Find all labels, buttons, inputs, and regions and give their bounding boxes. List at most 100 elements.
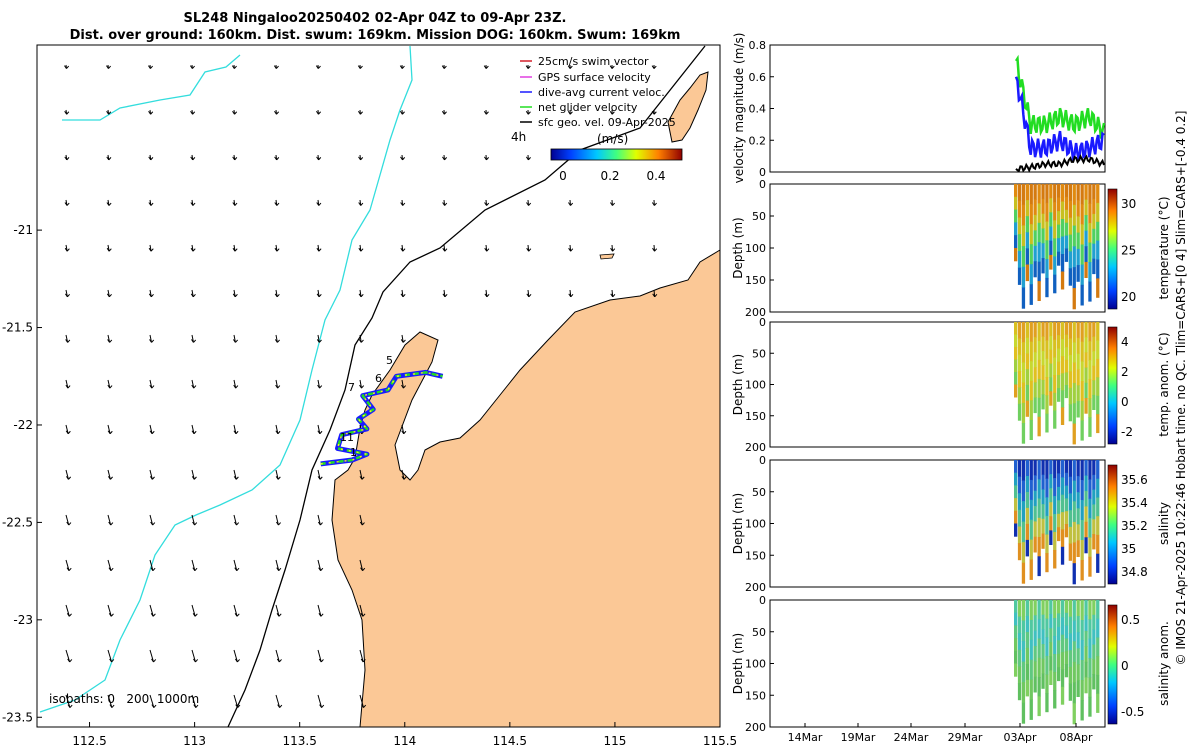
vector-arrowhead [195, 704, 199, 708]
vector-arrowhead [148, 65, 151, 69]
section-cell [1088, 379, 1092, 399]
section-cell [1060, 390, 1065, 408]
vector-arrowhead [362, 659, 366, 663]
section-cell [1041, 243, 1045, 259]
vector-arrow [191, 379, 195, 389]
section-cell [1037, 416, 1041, 437]
section-cell [1068, 404, 1072, 422]
section-cell [1014, 248, 1018, 262]
section-cell [1017, 354, 1022, 372]
section-cell [1041, 198, 1045, 215]
section-cell [1076, 632, 1080, 649]
vector-arrowhead [528, 293, 532, 298]
section-cell [1092, 629, 1096, 645]
section-cell [1064, 485, 1069, 499]
vector-arrowhead [444, 248, 448, 252]
section-cell [1041, 184, 1045, 200]
depth-axis-label: Depth (m) [731, 633, 745, 694]
section-cell [1033, 367, 1037, 383]
vector-arrow [191, 559, 196, 571]
section-cell [1096, 322, 1100, 341]
vector-arrowhead [66, 157, 70, 161]
legend-net-label: net glider velocity [538, 101, 638, 114]
section-cell [1025, 647, 1029, 665]
section-cell [1060, 546, 1065, 565]
colorbar-tick-label: 2 [1121, 365, 1129, 379]
vector-arrowhead [191, 339, 194, 343]
island [667, 71, 709, 143]
section-cell [1057, 224, 1061, 239]
section-cell [1068, 543, 1072, 561]
vector-arrowhead [107, 430, 111, 435]
section-cell [1025, 600, 1029, 617]
section-cell [1080, 540, 1084, 561]
vector-arrowhead [148, 247, 152, 252]
section-cell [1088, 658, 1092, 678]
vector-arrowhead [150, 111, 154, 115]
section-cell [1084, 322, 1088, 338]
vector-arrow [359, 334, 362, 343]
vector-arrowhead [400, 202, 404, 206]
section-cell [1053, 274, 1057, 294]
vector-arrow [275, 469, 279, 480]
vector-arrow [191, 649, 196, 663]
section-cell [1021, 620, 1026, 642]
depth-tick-label: 0 [759, 454, 766, 467]
section-cell [1029, 519, 1033, 541]
section-cell [1068, 493, 1072, 511]
vector-arrowhead [527, 111, 531, 115]
section-colorbar [1107, 604, 1118, 725]
map-colorbar [550, 148, 683, 161]
vector-arrow [569, 289, 572, 297]
section-cell [1088, 223, 1092, 243]
section-cell [1017, 387, 1022, 405]
section-cell [1088, 600, 1092, 620]
vector-arrow [611, 289, 614, 297]
track-label-6: 6 [375, 372, 382, 385]
vector-arrowhead [654, 248, 658, 252]
vector-arrow [401, 379, 404, 389]
map-x-tick-label: 114 [393, 734, 416, 748]
vector-arrow [275, 559, 280, 571]
vector-arrowhead [612, 293, 616, 298]
vector-arrowhead [568, 202, 571, 206]
section-cell [1049, 516, 1053, 531]
section-cell [1092, 380, 1096, 396]
section-cell [1029, 679, 1033, 700]
vector-arrowhead [526, 202, 529, 206]
section-cell [1092, 659, 1096, 675]
depth-tick-label: 100 [745, 242, 766, 255]
section-cell [1025, 322, 1029, 339]
vector-arrow [149, 694, 155, 708]
section-cell [1017, 509, 1022, 527]
vector-arrowhead [150, 521, 154, 526]
vector-arrowhead [358, 156, 361, 161]
section-cell [1084, 490, 1088, 507]
section-cell [1064, 334, 1069, 348]
vector-arrowhead [276, 293, 280, 298]
colorbar-tick-label: 35.2 [1121, 519, 1148, 533]
section-cell [1017, 184, 1022, 202]
map-y-tick-label: -21 [13, 223, 33, 237]
vector-arrowhead [190, 156, 194, 161]
section-cell [1037, 261, 1041, 282]
land [331, 249, 721, 728]
colorbar-tick-label: 0 [1121, 395, 1129, 409]
section-cell [1064, 612, 1069, 627]
section-cell [1041, 365, 1045, 381]
section-cell [1025, 200, 1029, 217]
vector-arrow [359, 379, 363, 389]
section-cell [1060, 339, 1065, 357]
section-cell [1037, 378, 1041, 399]
vector-arrowhead [194, 613, 198, 617]
section-cell [1029, 600, 1033, 621]
section-cell [1045, 221, 1049, 241]
section-cell [1057, 184, 1061, 198]
section-cell [1072, 661, 1076, 683]
section-cell [1041, 460, 1045, 476]
map-y-tick-label: -23.5 [2, 710, 33, 724]
section-cell [1092, 460, 1096, 476]
section-cell [1084, 521, 1088, 538]
vector-arrow [149, 559, 154, 571]
